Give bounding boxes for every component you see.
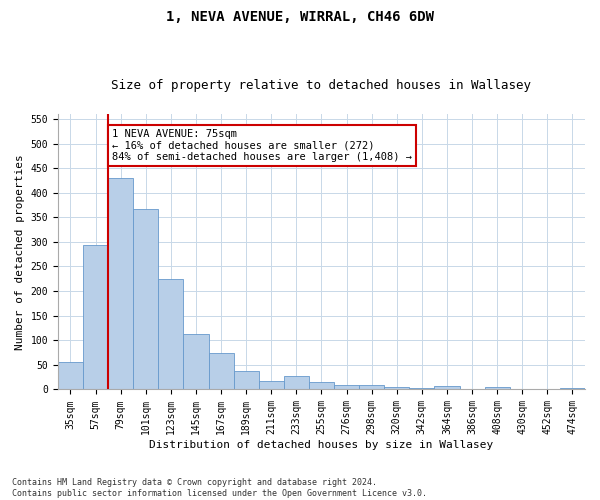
Bar [409, 388, 434, 390]
Y-axis label: Number of detached properties: Number of detached properties [15, 154, 25, 350]
Text: 1, NEVA AVENUE, WIRRAL, CH46 6DW: 1, NEVA AVENUE, WIRRAL, CH46 6DW [166, 10, 434, 24]
Bar [83, 246, 108, 390]
Bar [259, 380, 284, 390]
Bar [309, 382, 334, 390]
Bar [384, 386, 409, 390]
Bar [58, 362, 83, 390]
Bar [108, 178, 133, 390]
Bar [359, 384, 384, 390]
Text: 1 NEVA AVENUE: 75sqm
← 16% of detached houses are smaller (272)
84% of semi-deta: 1 NEVA AVENUE: 75sqm ← 16% of detached h… [112, 129, 412, 162]
Title: Size of property relative to detached houses in Wallasey: Size of property relative to detached ho… [112, 79, 532, 92]
Text: Contains HM Land Registry data © Crown copyright and database right 2024.
Contai: Contains HM Land Registry data © Crown c… [12, 478, 427, 498]
Bar [209, 352, 233, 390]
Bar [284, 376, 309, 390]
Bar [560, 388, 585, 390]
Bar [184, 334, 209, 390]
Bar [158, 279, 184, 390]
Bar [334, 384, 359, 390]
Bar [485, 387, 510, 390]
Bar [133, 209, 158, 390]
Bar [434, 386, 460, 390]
Bar [233, 371, 259, 390]
X-axis label: Distribution of detached houses by size in Wallasey: Distribution of detached houses by size … [149, 440, 494, 450]
